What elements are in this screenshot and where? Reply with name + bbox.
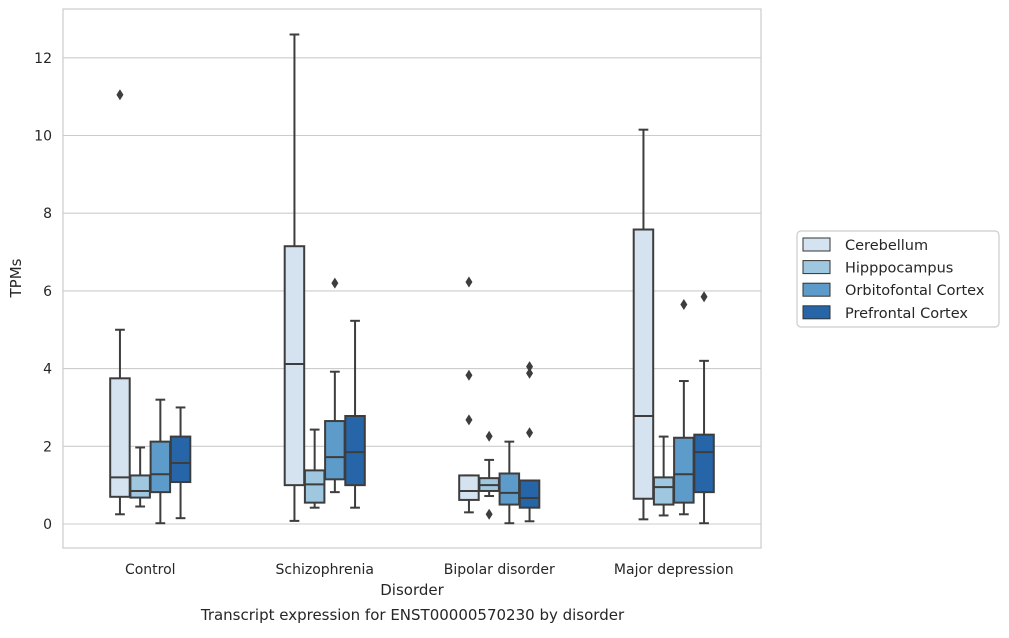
box-orbitofontal-cortex [498, 440, 521, 525]
iqr-box [324, 420, 346, 481]
legend-label: Prefrontal Cortex [845, 306, 968, 322]
box-hipppocampus [303, 428, 326, 509]
outlier-point [700, 291, 708, 303]
box-cerebellum [458, 276, 480, 514]
iqr-box [458, 474, 480, 501]
y-tick-label: 10 [34, 129, 52, 145]
iqr-box [303, 469, 326, 504]
box-hipppocampus [129, 446, 151, 508]
box-orbitofontal-cortex [673, 298, 695, 516]
box-prefrontal-cortex [693, 291, 715, 525]
outlier-point [465, 414, 473, 426]
plot-frame [62, 8, 762, 549]
y-tick-label: 2 [43, 439, 52, 455]
y-tick-label: 0 [43, 517, 52, 533]
box-cerebellum [283, 33, 306, 522]
iqr-box [129, 474, 151, 499]
iqr-box [283, 245, 306, 487]
legend-swatch [802, 260, 831, 275]
legend-label: Orbitofontal Cortex [845, 283, 985, 299]
box-prefrontal-cortex [344, 319, 366, 509]
iqr-box [149, 440, 172, 494]
outlier-point [116, 89, 124, 101]
box-cerebellum [109, 89, 131, 516]
y-tick-label: 4 [43, 362, 52, 378]
x-tick-label: Control [125, 562, 176, 578]
x-tick-label: Schizophrenia [276, 562, 374, 578]
iqr-box [693, 433, 715, 494]
iqr-box [344, 414, 366, 487]
y-axis-label: TPMs [7, 258, 25, 298]
y-tick-label: 6 [43, 284, 52, 300]
legend-swatch [802, 282, 831, 297]
iqr-box [109, 377, 131, 498]
outlier-point [331, 277, 339, 289]
outlier-point [485, 430, 493, 442]
outlier-point [680, 298, 688, 310]
legend: Cerebellum Hipppocampus Orbitofontal Corte… [796, 230, 1000, 328]
outlier-point [465, 276, 473, 288]
iqr-box [632, 228, 655, 500]
box-orbitofontal-cortex [324, 277, 346, 494]
y-tick-label: 12 [34, 51, 52, 67]
x-tick-label: Bipolar disorder [444, 562, 555, 578]
box-cerebellum [632, 128, 655, 521]
iqr-box [498, 472, 521, 506]
legend-swatch [802, 305, 831, 320]
outlier-point [465, 369, 473, 381]
outlier-point [526, 427, 534, 439]
box-orbitofontal-cortex [149, 398, 172, 525]
iqr-box [652, 476, 675, 506]
chart-caption: Transcript expression for ENST0000057023… [200, 606, 625, 624]
box-prefrontal-cortex [169, 406, 192, 520]
box-prefrontal-cortex [518, 361, 541, 523]
outlier-point [526, 361, 534, 373]
legend-swatch [802, 237, 831, 252]
x-axis-label: Disorder [380, 581, 444, 599]
iqr-box [169, 435, 192, 484]
x-tick-label: Major depression [614, 562, 734, 578]
y-tick-label: 8 [43, 206, 52, 222]
legend-frame [796, 230, 1000, 328]
legend-label: Hipppocampus [845, 261, 953, 277]
box-hipppocampus [652, 435, 675, 517]
iqr-box [673, 436, 695, 504]
iqr-box [518, 479, 541, 509]
outlier-point [485, 508, 493, 520]
legend-label: Cerebellum [845, 238, 928, 254]
outlier-point [526, 367, 534, 379]
